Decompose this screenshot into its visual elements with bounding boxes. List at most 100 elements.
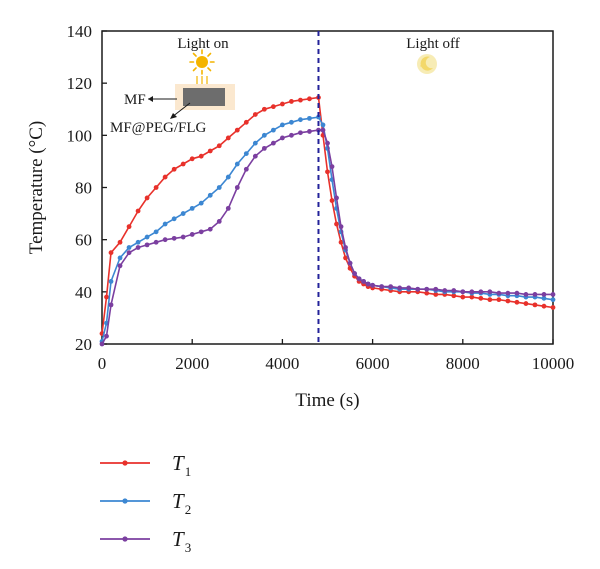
- data-point-T3: [361, 279, 366, 284]
- data-point-T3: [343, 245, 348, 250]
- data-point-T2: [320, 122, 326, 128]
- y-axis-title: Temperature (°C): [26, 121, 47, 254]
- data-point-T1: [135, 208, 141, 214]
- y-tick-label: 80: [75, 179, 92, 198]
- y-tick-label: 20: [75, 335, 92, 354]
- data-point-T2: [153, 229, 159, 235]
- y-tick-label: 120: [67, 74, 93, 93]
- data-point-T2: [550, 297, 556, 303]
- data-point-T2: [225, 174, 231, 180]
- data-point-T3: [370, 282, 375, 288]
- data-point-T1: [280, 101, 285, 107]
- legend-marker: [122, 460, 128, 466]
- data-point-T1: [487, 297, 493, 303]
- data-point-T3: [198, 229, 204, 235]
- plot-frame: [101, 30, 554, 345]
- light-rays-icon: [196, 76, 208, 84]
- data-point-T3: [329, 164, 335, 170]
- light-off-annotation: Light off: [406, 36, 459, 52]
- data-point-T2: [171, 216, 177, 222]
- data-point-T3: [415, 286, 421, 292]
- data-point-T3: [252, 153, 258, 159]
- series-line-T3: [101, 129, 553, 345]
- data-point-T3: [225, 205, 231, 211]
- data-point-T2: [289, 119, 294, 125]
- data-point-T1: [162, 174, 168, 180]
- data-point-T1: [189, 156, 195, 162]
- data-point-T1: [469, 294, 475, 300]
- data-point-T1: [153, 185, 159, 190]
- data-point-T1: [225, 135, 231, 141]
- data-point-T1: [451, 293, 457, 299]
- data-point-T2: [162, 221, 168, 227]
- data-point-T2: [117, 255, 123, 261]
- data-point-T1: [261, 106, 267, 112]
- data-point-T3: [505, 290, 511, 296]
- composite-arrow: [171, 102, 191, 118]
- legend-marker: [122, 536, 128, 542]
- data-point-T3: [338, 224, 344, 230]
- series-T2: [99, 114, 556, 344]
- legend-item-T1: T1: [100, 451, 191, 479]
- composite-arrow-head: [170, 113, 177, 119]
- legend-marker: [122, 498, 128, 504]
- data-point-T3: [180, 234, 186, 240]
- data-point-T3: [307, 129, 312, 134]
- data-point-T3: [397, 285, 403, 291]
- data-point-T1: [496, 297, 502, 303]
- x-tick-label: 10000: [532, 354, 575, 373]
- x-tick-label: 4000: [265, 354, 299, 373]
- axis-ticks: [101, 30, 554, 345]
- data-point-T3: [334, 195, 339, 201]
- x-tick-label: 0: [98, 354, 107, 373]
- x-tick-label: 8000: [446, 354, 480, 373]
- data-point-T1: [270, 104, 276, 110]
- data-point-T3: [541, 292, 547, 297]
- data-point-T1: [478, 295, 484, 301]
- data-point-T3: [469, 289, 475, 295]
- data-point-T3: [289, 132, 294, 138]
- data-point-T2: [316, 114, 321, 120]
- data-point-T3: [298, 130, 303, 136]
- data-point-T2: [126, 245, 132, 250]
- data-point-T2: [207, 192, 213, 198]
- y-tick-label: 100: [67, 126, 93, 145]
- data-point-T3: [532, 292, 538, 297]
- data-point-T1: [108, 250, 114, 256]
- data-point-T1: [252, 112, 258, 117]
- data-point-T1: [307, 96, 312, 102]
- data-point-T3: [261, 145, 267, 151]
- x-axis-title: Time (s): [295, 390, 359, 411]
- data-point-T1: [207, 148, 213, 154]
- data-point-T3: [451, 288, 457, 293]
- x-tick-label: 6000: [356, 354, 390, 373]
- data-point-T1: [198, 153, 204, 159]
- sample-schematic: [175, 84, 235, 110]
- data-point-T3: [514, 290, 520, 296]
- data-point-T1: [514, 299, 520, 305]
- data-point-T3: [320, 127, 326, 133]
- y-tick-label: 40: [75, 283, 92, 302]
- data-point-T1: [126, 224, 132, 230]
- data-point-T3: [99, 341, 105, 347]
- data-point-T3: [280, 135, 285, 141]
- data-point-T2: [280, 122, 285, 128]
- data-point-T3: [347, 260, 353, 266]
- series-line-T1: [101, 96, 554, 334]
- data-point-T2: [298, 117, 303, 123]
- data-point-T1: [298, 97, 303, 103]
- composite-core: [183, 88, 225, 106]
- data-point-T1: [550, 305, 556, 310]
- data-point-T2: [198, 200, 204, 206]
- data-point-T2: [307, 115, 312, 121]
- data-point-T2: [108, 279, 114, 284]
- x-tick-label: 2000: [175, 354, 209, 373]
- data-point-T3: [478, 289, 484, 295]
- data-point-T2: [261, 132, 267, 138]
- data-point-T1: [433, 292, 439, 297]
- data-point-T3: [388, 284, 394, 290]
- data-point-T1: [144, 195, 150, 201]
- data-point-T1: [104, 294, 109, 300]
- data-point-T3: [487, 289, 493, 295]
